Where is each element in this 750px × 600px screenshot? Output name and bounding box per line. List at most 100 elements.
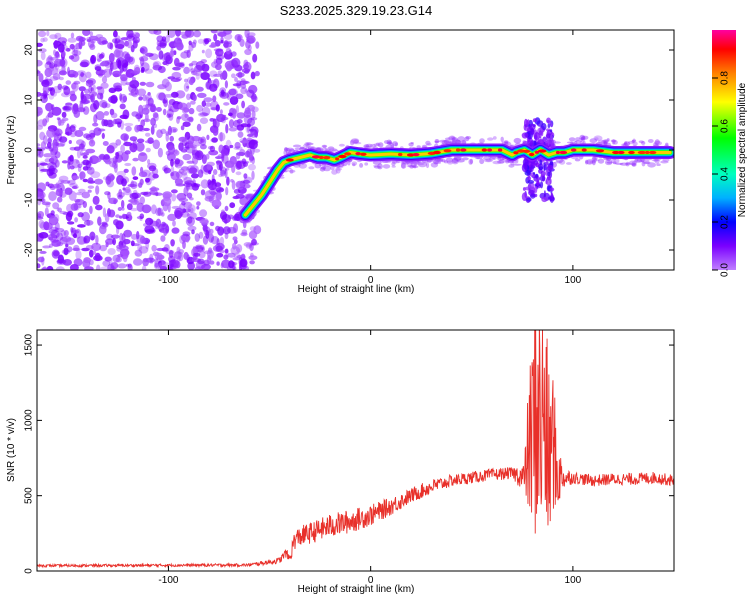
noise-blob <box>180 125 185 131</box>
noise-blob <box>152 139 160 150</box>
noise-blob <box>193 30 202 38</box>
noise-blob <box>178 142 184 151</box>
halo-blob <box>479 138 485 144</box>
x-tick-label: 100 <box>565 275 582 286</box>
halo-blob <box>451 158 459 165</box>
noise-blob <box>82 155 88 159</box>
noise-blob <box>156 35 164 43</box>
noise-blob <box>88 139 96 147</box>
halo-blob <box>306 142 314 146</box>
noise-blob <box>72 229 80 234</box>
noise-blob <box>89 231 96 241</box>
noise-blob <box>90 54 97 64</box>
noise-blob <box>188 63 194 67</box>
noise-blob <box>186 49 191 58</box>
halo-blob <box>331 149 339 152</box>
noise-blob <box>213 33 218 42</box>
noise-blob <box>218 173 223 178</box>
noise-blob <box>188 40 192 46</box>
noise-blob <box>115 139 122 146</box>
noise-blob <box>39 162 49 166</box>
noise-blob <box>180 136 188 141</box>
noise-blob <box>66 123 70 131</box>
halo-blob <box>503 140 509 144</box>
halo-blob <box>575 137 581 141</box>
noise-blob <box>113 87 123 92</box>
halo-blob <box>603 139 609 145</box>
noise-blob <box>147 159 151 165</box>
noise-blob <box>169 50 175 58</box>
noise-blob <box>55 188 63 197</box>
halo-blob <box>364 162 369 166</box>
scatter-blob <box>527 176 532 181</box>
ridge-peak <box>360 152 367 156</box>
noise-blob <box>49 87 56 96</box>
noise-blob <box>165 132 170 142</box>
noise-blob <box>88 129 96 140</box>
halo-blob <box>335 167 341 174</box>
noise-blob <box>69 264 79 270</box>
colorbar-gradient <box>712 30 736 270</box>
noise-blob <box>220 116 229 121</box>
noise-blob <box>129 192 139 200</box>
scatter-blob <box>550 129 553 133</box>
halo-blob <box>294 147 302 150</box>
noise-blob <box>57 43 65 53</box>
ridge-peak <box>628 150 635 155</box>
noise-blob <box>49 62 55 69</box>
halo-blob <box>605 159 613 166</box>
halo-blob <box>574 158 581 162</box>
noise-blob <box>81 191 91 199</box>
noise-blob <box>100 82 109 89</box>
noise-blob <box>69 183 78 188</box>
noise-blob <box>229 202 236 209</box>
halo-blob <box>462 140 467 145</box>
noise-blob <box>172 128 177 133</box>
noise-blob <box>188 78 194 86</box>
halo-blob <box>597 158 605 164</box>
halo-blob <box>642 161 651 165</box>
noise-blob <box>141 107 150 115</box>
noise-blob <box>92 122 99 127</box>
noise-blob <box>247 133 254 137</box>
noise-blob <box>246 33 250 42</box>
noise-blob <box>119 93 123 101</box>
halo-blob <box>632 141 638 146</box>
noise-blob <box>215 50 219 56</box>
noise-blob <box>37 125 43 130</box>
noise-blob <box>161 247 169 252</box>
halo-blob <box>457 136 466 142</box>
noise-blob <box>42 118 47 127</box>
halo-blob <box>447 160 454 165</box>
noise-blob <box>74 130 84 137</box>
noise-blob <box>204 38 210 45</box>
noise-blob <box>149 53 159 61</box>
noise-blob <box>222 226 231 235</box>
noise-blob <box>156 45 162 51</box>
noise-blob <box>216 261 220 266</box>
noise-blob <box>40 141 47 150</box>
noise-blob <box>119 93 128 104</box>
scatter-blob <box>548 139 555 145</box>
noise-blob <box>147 137 154 145</box>
noise-blob <box>98 53 104 60</box>
noise-blob <box>216 252 224 258</box>
halo-blob <box>350 139 357 144</box>
noise-blob <box>141 204 152 214</box>
halo-blob <box>283 149 288 156</box>
noise-blob <box>209 228 214 235</box>
noise-blob <box>108 209 116 218</box>
noise-blob <box>196 123 202 132</box>
noise-blob <box>179 234 186 244</box>
halo-blob <box>338 143 345 147</box>
noise-blob <box>221 259 231 269</box>
noise-blob <box>94 66 102 72</box>
noise-blob <box>241 68 251 73</box>
noise-blob <box>51 184 61 189</box>
noise-blob <box>37 199 41 206</box>
noise-blob <box>193 182 197 187</box>
noise-blob <box>163 94 174 98</box>
noise-blob <box>162 196 172 207</box>
noise-blob <box>78 126 87 132</box>
noise-blob <box>242 80 249 84</box>
